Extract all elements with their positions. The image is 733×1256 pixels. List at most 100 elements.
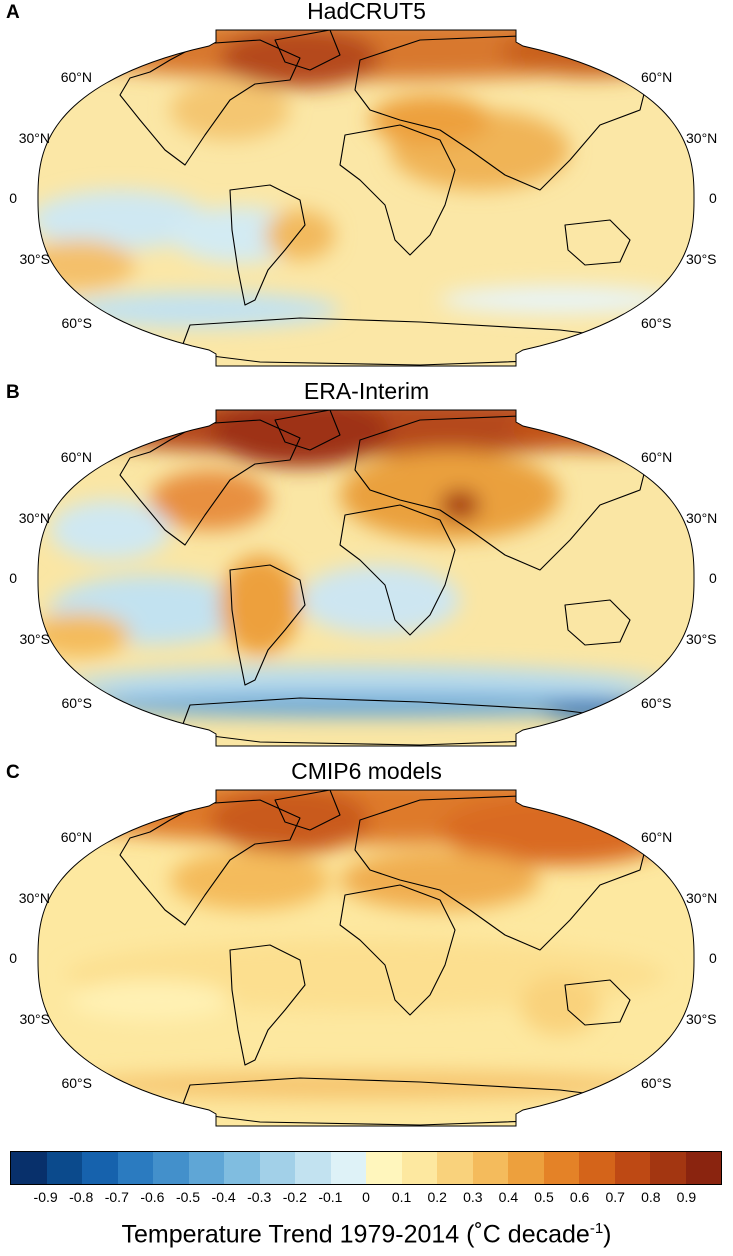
map-outline [37,29,695,367]
lat-label-60s-right: 60°S [641,695,672,711]
colorbar-swatch [366,1152,402,1184]
trend-field-patch [340,850,540,910]
panel-title: CMIP6 models [291,758,442,784]
colorbar-tick-label: -0.8 [69,1189,94,1205]
trend-field-patch [70,980,230,1020]
coastline [564,219,631,266]
colorbar-swatch [508,1152,544,1184]
lat-label-30n-right: 30°N [686,130,718,146]
coastline [339,124,456,256]
colorbar-tick-label: 0.3 [463,1189,483,1205]
trend-field-patch [520,975,600,1035]
coastline [564,599,631,646]
colorbar-tick-label: 0.4 [498,1189,519,1205]
lat-label-eq-right: 0 [709,950,717,966]
trend-field-patch [170,80,290,140]
coastline [229,184,306,306]
panel-title: HadCRUT5 [307,0,426,24]
coastline [274,410,341,451]
coastline [339,504,456,636]
lat-label-30n-right: 30°N [686,890,718,906]
coastline [339,884,456,1016]
colorbar-ticks: -0.9 -0.8 -0.7 -0.6 -0.5 -0.4 -0.3 -0.2 -0.1 0 0.1… [10,1189,722,1209]
colorbar-swatch [685,1152,721,1184]
colorbar-tick-label: 0.6 [569,1189,590,1205]
coastline [119,419,301,546]
coastline [274,790,341,831]
lat-label-eq-right: 0 [709,190,717,206]
trend-field-patch [60,292,340,328]
trend-field-patch [510,410,690,450]
trend-field-patch [38,190,210,250]
lat-label-eq-left: 0 [9,570,17,586]
world-map [37,409,695,747]
trend-field-patch [150,470,270,530]
colorbar-tick-label: -0.1 [318,1189,343,1205]
trend-field-patch [265,210,335,260]
colorbar-tick-label: -0.5 [175,1189,201,1205]
lat-label-eq-left: 0 [9,190,17,206]
colorbar-tick-label: 0.2 [427,1189,447,1205]
lat-label-60s-left: 60°S [61,315,92,331]
trend-field-patch [370,95,490,145]
lat-label-30s-left: 30°S [19,631,50,647]
lat-label-60s-right: 60°S [641,1075,672,1091]
lat-label-30n-left: 30°N [18,890,50,906]
trend-field-patch [300,565,460,635]
colorbar [10,1151,722,1185]
colorbar-tick-label: 0.5 [534,1189,554,1205]
colorbar-swatch [614,1152,650,1184]
lat-label-eq-left: 0 [9,950,17,966]
lat-label-30s-left: 30°S [19,1011,50,1027]
colorbar-swatch [543,1152,579,1184]
lat-label-30s-right: 30°S [686,251,717,267]
colorbar-tick-label: -0.3 [247,1189,272,1205]
lat-label-60n-left: 60°N [60,829,92,845]
trend-field-patch [170,850,330,910]
map-outline [37,409,695,747]
trend-field-patch [440,490,480,520]
lat-label-60n-right: 60°N [641,449,673,465]
coastline [274,30,341,71]
colorbar-swatch [579,1152,615,1184]
panel-c: C CMIP6 models 60°N 60°N 30°N 30°N 0 0 3… [0,758,733,1138]
panel-a: A HadCRUT5 60°N 60°N 30°N 30°N 0 0 30°S … [0,0,733,378]
colorbar-swatch [472,1152,508,1184]
lat-label-60s-right: 60°S [641,315,672,331]
trend-field-patch [50,500,170,560]
colorbar-swatch [82,1152,118,1184]
lat-label-30n-left: 30°N [18,130,50,146]
colorbar-swatch [11,1152,47,1184]
trend-field-patch [66,693,666,717]
colorbar-tick-label: 0.9 [676,1189,697,1205]
panel-title: ERA-Interim [303,378,430,404]
colorbar-title-main: Temperature Trend 1979-2014 (˚C decade [121,1220,590,1249]
colorbar-tick-label: -0.9 [33,1189,58,1205]
trend-field-patch [220,555,300,655]
world-map [37,29,695,367]
colorbar-title-end: ) [603,1220,612,1249]
lat-label-eq-right: 0 [709,570,717,586]
colorbar-swatch [401,1152,437,1184]
colorbar-swatch [188,1152,224,1184]
lat-label-60n-right: 60°N [641,829,673,845]
colorbar-tick-label: 0.1 [391,1189,412,1205]
lat-label-60n-left: 60°N [60,449,92,465]
colorbar-swatch [650,1152,686,1184]
colorbar-swatch [437,1152,473,1184]
colorbar-swatch [295,1152,331,1184]
lat-label-60s-left: 60°S [61,695,92,711]
panel-letter: A [6,2,20,23]
colorbar-swatch [224,1152,260,1184]
trend-field-patch [66,1071,666,1099]
panel-b: B ERA-Interim 60°N 60°N 30°N 30°N 0 0 30… [0,378,733,758]
lat-label-60n-right: 60°N [641,69,673,85]
trend-field-patch [210,410,390,467]
colorbar-tick-label: -0.7 [104,1189,129,1205]
colorbar-title: Temperature Trend 1979-2014 (˚C decade-1… [0,1220,733,1249]
world-map [37,789,695,1127]
coastline [119,39,301,166]
lat-label-60n-left: 60°N [60,69,92,85]
colorbar-swatch [259,1152,295,1184]
lat-label-60s-left: 60°S [61,1075,92,1091]
